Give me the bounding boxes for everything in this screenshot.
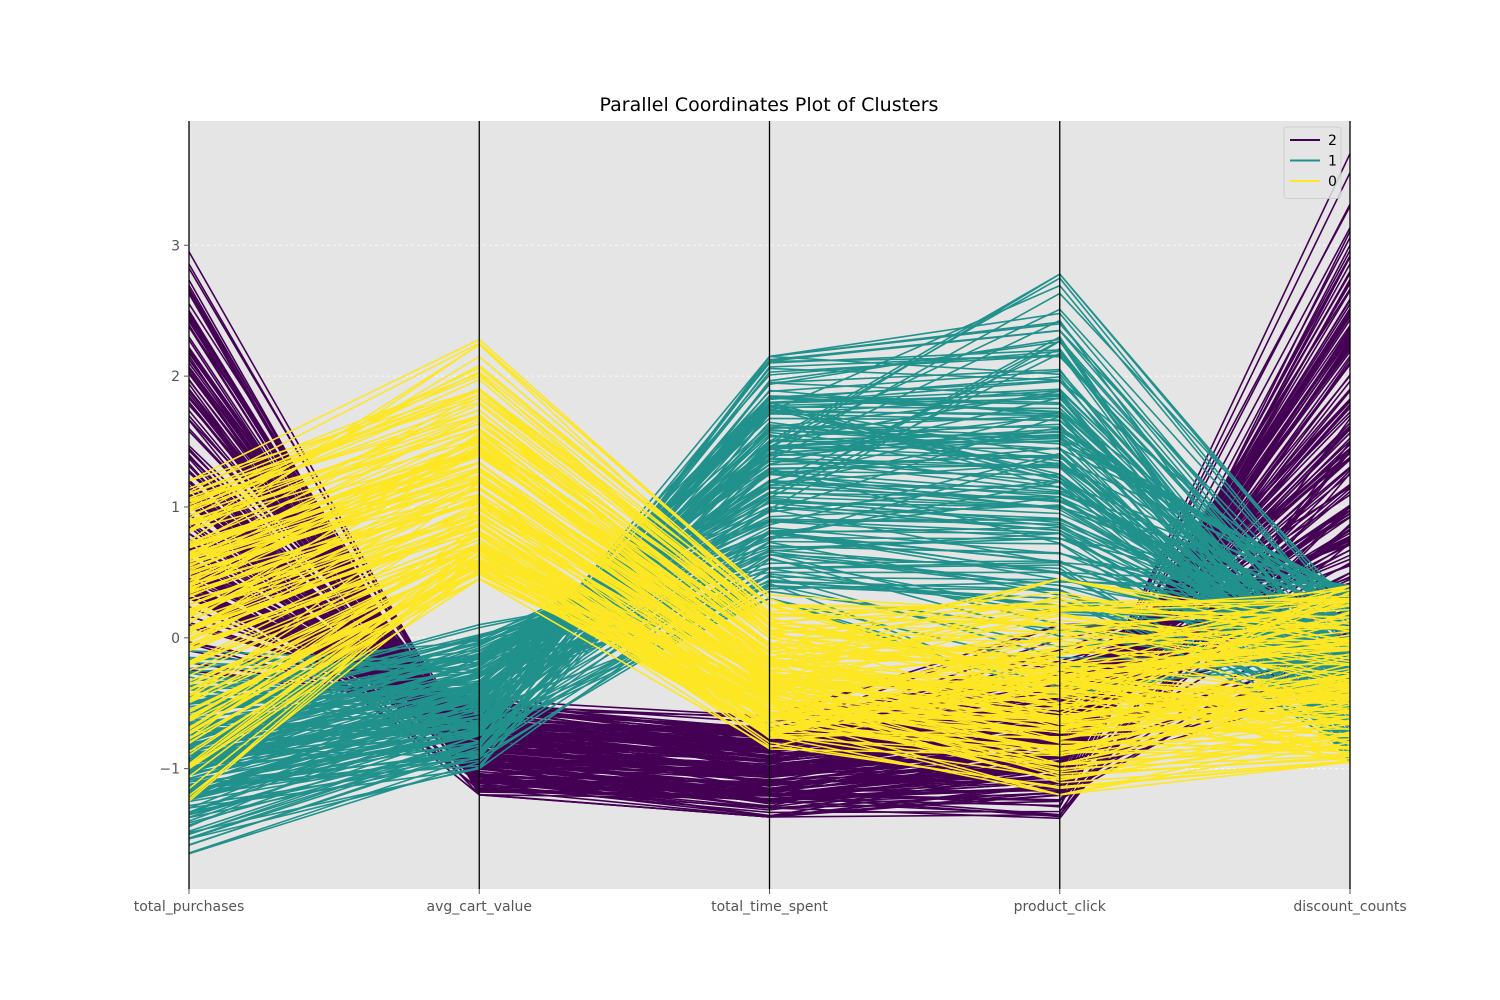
y-tick-label: −1: [159, 762, 180, 778]
y-tick-label: 3: [171, 238, 180, 254]
vertical-axes: [188, 121, 1351, 889]
y-tick-label: 0: [171, 631, 180, 647]
y-tick-label: 2: [171, 369, 180, 385]
x-tick-label: total_time_spent: [711, 899, 828, 915]
legend-label-2: 2: [1328, 133, 1337, 149]
x-tick-label: discount_counts: [1293, 899, 1406, 915]
legend-label-1: 1: [1328, 154, 1337, 170]
chart-title: Parallel Coordinates Plot of Clusters: [600, 94, 939, 116]
legend: 2 1 0: [1283, 126, 1342, 199]
y-tick-label: 1: [171, 500, 180, 516]
x-tick-label: product_click: [1014, 899, 1107, 915]
x-tick-label: total_purchases: [134, 899, 245, 915]
x-tick-label: avg_cart_value: [426, 899, 532, 915]
tick-labels: −1 0 1 2 3 total_purchases avg_cart_value total…: [134, 238, 1407, 915]
legend-label-0: 0: [1328, 174, 1337, 190]
